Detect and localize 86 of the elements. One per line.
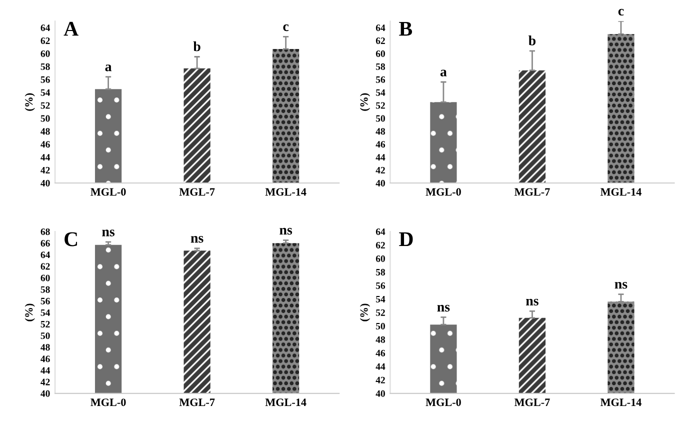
annotation: ns [526, 298, 538, 306]
y-tick-label: 58 [40, 286, 50, 293]
y-tick-label: 54 [40, 89, 50, 96]
x-tick-label: MGL-7 [179, 398, 215, 406]
y-axis-title: (%) [360, 304, 370, 322]
y-tick-label: 52 [40, 320, 50, 328]
y-tick-label: 58 [376, 268, 386, 276]
y-tick-label: 68 [40, 228, 50, 236]
y-tick-label: 62 [376, 242, 385, 248]
x-tick-label: MGL-7 [179, 188, 215, 196]
annotation: b [193, 41, 200, 52]
annotation: ns [280, 228, 292, 235]
y-axis-title: (%) [24, 304, 35, 322]
x-tick-label: MGL-14 [600, 188, 642, 196]
annotation: c [618, 8, 624, 16]
y-tick-label: 44 [40, 154, 50, 160]
x-tick-label: MGL-7 [514, 188, 550, 196]
y-tick-label: 52 [376, 309, 385, 316]
y-tick-label: 56 [40, 298, 50, 304]
y-tick-label: 46 [40, 141, 50, 148]
y-tick-label: 52 [376, 102, 385, 109]
y-tick-label: 64 [376, 228, 386, 236]
x-tick-label: MGL-0 [90, 398, 126, 406]
y-tick-label: 40 [40, 390, 50, 397]
annotation: ns [190, 236, 204, 243]
x-tick-label: MGL-14 [600, 398, 642, 406]
annotation: ns [102, 230, 115, 236]
x-tick-label: MGL-0 [426, 188, 461, 196]
chart-title: A [64, 22, 78, 36]
y-tick-label: 46 [376, 350, 386, 356]
y-tick-label: 64 [376, 24, 386, 32]
y-tick-label: 40 [376, 390, 385, 397]
y-tick-label: 48 [376, 336, 386, 343]
y-tick-label: 48 [376, 128, 386, 135]
y-tick-label: 64 [40, 24, 50, 32]
annotation: c [283, 24, 289, 32]
annotation: a [440, 70, 447, 76]
x-tick-label: MGL-0 [90, 188, 126, 196]
annotation: ns [437, 304, 450, 312]
y-tick-label: 54 [376, 89, 386, 96]
y-tick-label: 50 [40, 332, 50, 340]
y-tick-label: 62 [40, 38, 50, 44]
chart-title: C [64, 232, 78, 246]
y-tick-label: 60 [376, 50, 385, 57]
y-tick-label: 44 [376, 363, 386, 370]
y-tick-label: 42 [40, 166, 50, 174]
y-tick-label: 50 [376, 322, 385, 330]
x-tick-label: MGL-14 [265, 398, 306, 406]
y-tick-label: 44 [376, 154, 386, 160]
x-tick-label: MGL-0 [426, 398, 461, 406]
y-tick-label: 40 [40, 180, 50, 186]
y-tick-label: 52 [40, 102, 50, 109]
y-tick-label: 40 [376, 180, 385, 186]
y-tick-label: 66 [40, 240, 50, 247]
y-axis-title: (%) [24, 93, 35, 111]
annotation: a [105, 64, 112, 72]
y-tick-label: 62 [376, 38, 385, 44]
y-tick-label: 46 [376, 141, 386, 148]
y-tick-label: 50 [376, 115, 385, 122]
y-tick-label: 44 [40, 367, 50, 374]
annotation: ns [614, 282, 628, 289]
y-tick-label: 62 [40, 263, 50, 270]
y-tick-label: 48 [40, 128, 50, 135]
y-tick-label: 56 [376, 76, 386, 83]
y-tick-label: 54 [40, 309, 50, 316]
y-tick-label: 58 [40, 63, 50, 70]
chart-title: B [399, 22, 412, 36]
y-tick-label: 60 [376, 255, 385, 262]
y-tick-label: 64 [40, 252, 50, 258]
chart-title: D [399, 232, 413, 246]
y-tick-label: 54 [376, 296, 386, 302]
x-tick-label: MGL-14 [265, 188, 306, 196]
y-tick-label: 50 [40, 115, 50, 122]
y-tick-label: 60 [40, 274, 50, 282]
y-tick-label: 42 [376, 376, 385, 384]
y-tick-label: 42 [40, 378, 50, 386]
y-tick-label: 60 [40, 50, 50, 57]
y-tick-label: 48 [40, 344, 50, 351]
y-axis-title: (%) [360, 93, 370, 111]
y-tick-label: 46 [40, 356, 50, 362]
y-tick-label: 58 [376, 63, 386, 70]
y-tick-label: 56 [40, 76, 50, 83]
y-tick-label: 42 [376, 166, 385, 174]
y-tick-label: 56 [376, 282, 386, 289]
x-tick-label: MGL-7 [514, 398, 550, 406]
annotation: b [528, 36, 536, 46]
